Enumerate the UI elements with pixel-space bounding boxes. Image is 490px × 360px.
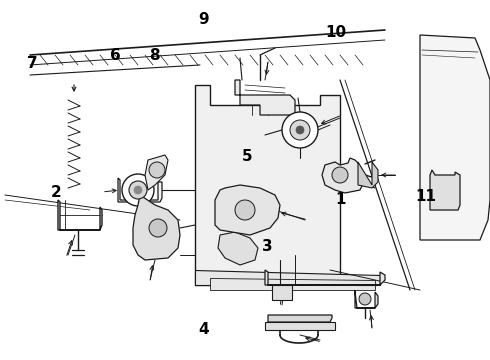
Polygon shape [215, 185, 280, 235]
Polygon shape [265, 270, 385, 285]
Polygon shape [235, 80, 295, 115]
Polygon shape [420, 35, 490, 240]
Text: 2: 2 [51, 185, 62, 200]
Polygon shape [265, 322, 335, 330]
Text: 1: 1 [335, 192, 346, 207]
Text: 10: 10 [325, 25, 346, 40]
Polygon shape [272, 285, 292, 300]
Polygon shape [210, 278, 375, 290]
Polygon shape [118, 178, 162, 202]
Circle shape [122, 174, 154, 206]
Circle shape [290, 120, 310, 140]
Circle shape [129, 181, 147, 199]
Polygon shape [268, 315, 332, 322]
Polygon shape [218, 232, 258, 265]
Polygon shape [322, 158, 365, 193]
Text: 7: 7 [26, 55, 37, 71]
Circle shape [235, 200, 255, 220]
Polygon shape [145, 155, 168, 190]
Text: 11: 11 [416, 189, 437, 204]
Circle shape [359, 293, 371, 305]
Polygon shape [195, 85, 340, 285]
Polygon shape [358, 162, 378, 188]
Polygon shape [133, 195, 180, 260]
Circle shape [149, 162, 165, 178]
Circle shape [296, 126, 304, 134]
Polygon shape [58, 200, 102, 230]
Text: 6: 6 [110, 48, 121, 63]
Circle shape [134, 186, 142, 194]
Circle shape [149, 219, 167, 237]
Polygon shape [430, 170, 460, 210]
Circle shape [332, 167, 348, 183]
Text: 9: 9 [198, 12, 209, 27]
Text: 4: 4 [198, 322, 209, 337]
Text: 8: 8 [149, 48, 160, 63]
Text: 3: 3 [262, 239, 272, 254]
Text: 5: 5 [242, 149, 253, 164]
Circle shape [282, 112, 318, 148]
Polygon shape [195, 270, 380, 285]
Polygon shape [355, 290, 378, 308]
